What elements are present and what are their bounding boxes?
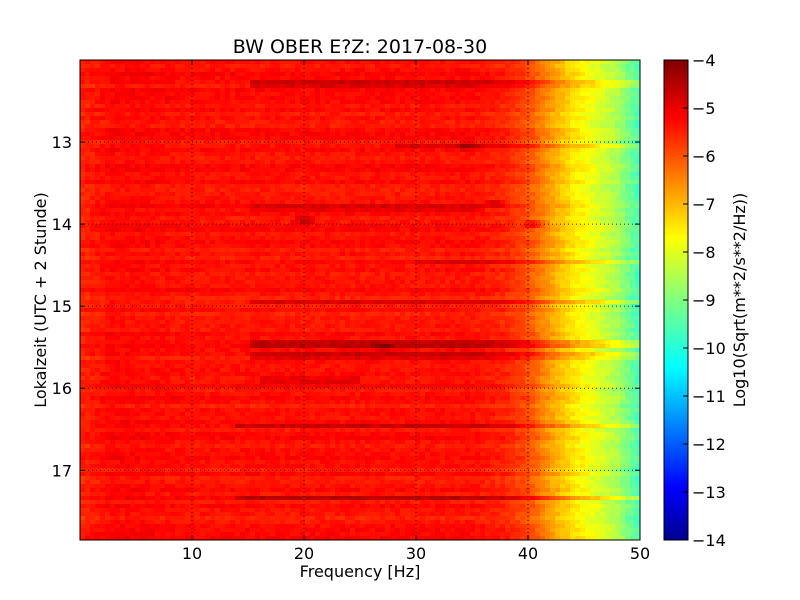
x-tick-label: 40 <box>518 544 538 563</box>
y-tick-label: 14 <box>52 215 72 234</box>
colorbar-ticks: −4 −5 −6 −7 −8 −9 −10 −11 −12 −13 −14 <box>683 51 726 550</box>
colorbar-tick-label: −5 <box>692 99 716 118</box>
x-tick-label: 30 <box>406 544 426 563</box>
chart-title: BW OBER E?Z: 2017-08-30 <box>233 36 487 58</box>
x-axis-label: Frequency [Hz] <box>300 562 421 581</box>
y-tick-label: 16 <box>52 379 72 398</box>
colorbar-tick-label: −4 <box>692 51 716 70</box>
y-axis-label: Lokalzeit (UTC + 2 Stunde) <box>31 192 50 407</box>
spectrogram-heatmap <box>80 60 640 540</box>
y-tick-label: 17 <box>52 461 72 480</box>
colorbar-tick-label: −9 <box>692 291 716 310</box>
y-axis-ticks: 13 14 15 16 17 <box>52 133 640 480</box>
x-tick-label: 10 <box>182 544 202 563</box>
colorbar-tick-label: −14 <box>692 531 726 550</box>
colorbar-tick-label: −8 <box>692 243 716 262</box>
colorbar-tick-label: −12 <box>692 435 726 454</box>
x-tick-label: 50 <box>630 544 650 563</box>
plot-frame <box>79 59 641 541</box>
y-tick-label: 13 <box>52 133 72 152</box>
x-axis-ticks: 10 20 30 40 50 <box>182 60 650 563</box>
x-tick-label: 20 <box>294 544 314 563</box>
colorbar-tick-label: −6 <box>692 147 716 166</box>
grid-lines <box>80 60 640 540</box>
colorbar-label: Log10(Sqrt(m**2/s**2/Hz)) <box>730 193 749 408</box>
colorbar-tick-label: −13 <box>692 483 726 502</box>
y-tick-label: 15 <box>52 297 72 316</box>
colorbar-tick-label: −7 <box>692 195 716 214</box>
colorbar-tick-label: −10 <box>692 339 726 358</box>
colorbar-tick-label: −11 <box>692 387 726 406</box>
